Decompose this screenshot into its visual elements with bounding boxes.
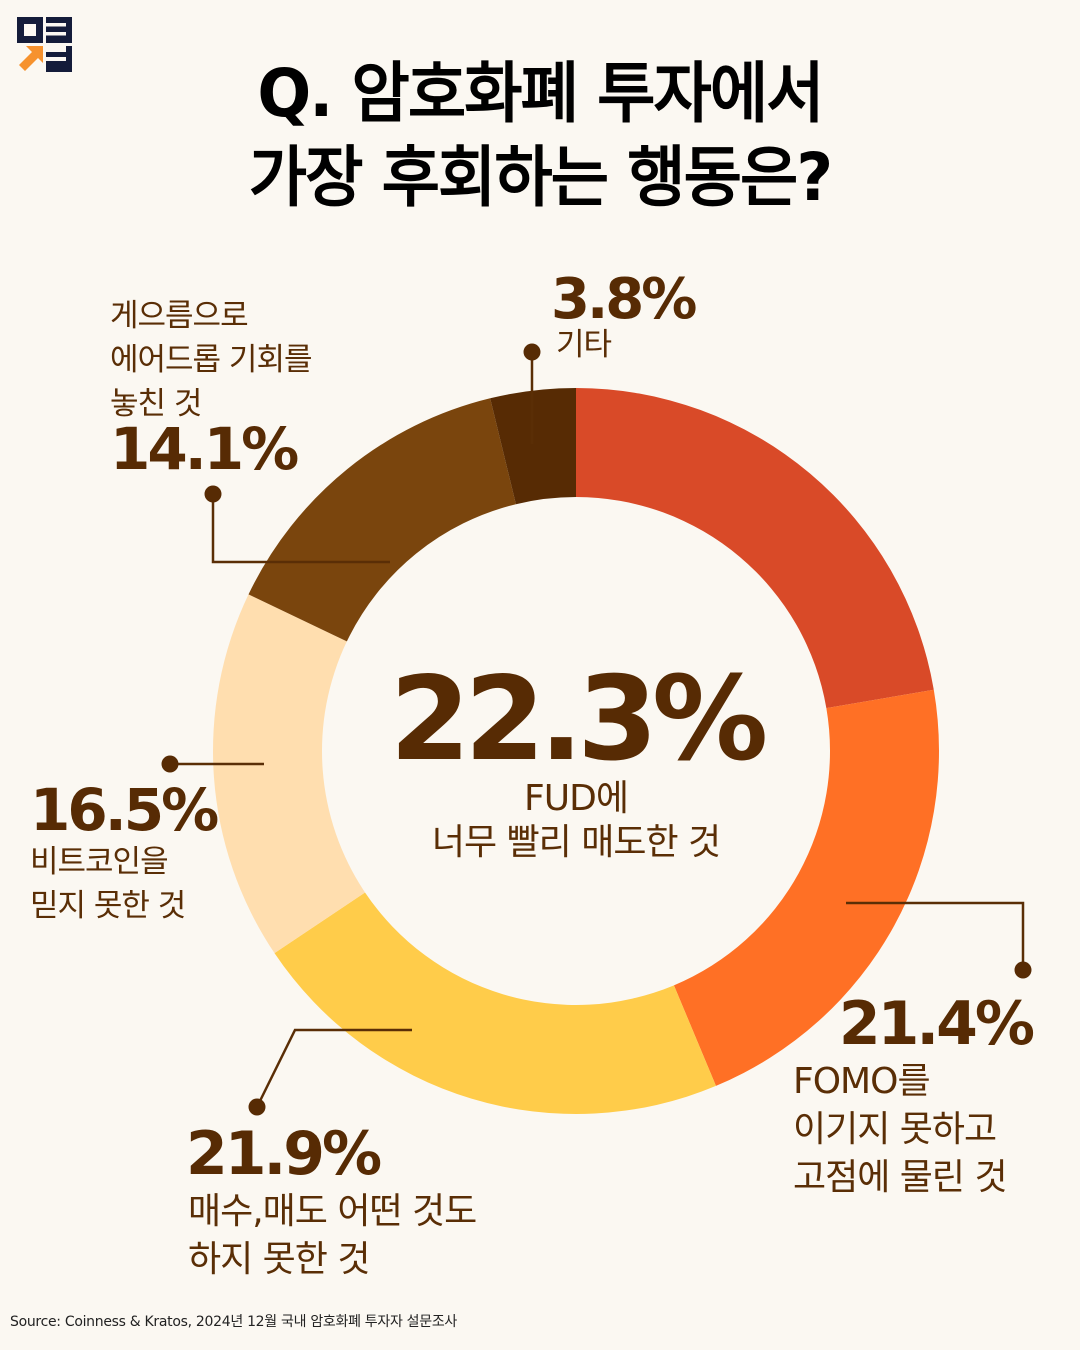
airdrop-label-line-2: 에어드롭 기회를 [110,342,312,378]
donut-slice [490,388,576,505]
airdrop-value: 14.1% [110,415,299,483]
leader-lines [170,352,1025,1108]
inaction-label: 매수,매도 어떤 것도 하지 못한 것 [188,1188,477,1284]
airdrop-label-line-3: 놓친 것 [110,386,202,422]
bitcoin-value: 16.5% [30,776,219,844]
donut-slice [212,594,366,954]
bitcoin-label: 비트코인을 믿지 못한 것 [30,840,186,928]
leader-fomo [846,901,1025,970]
brand-logo [17,17,72,72]
other-value: 3.8% [551,267,697,332]
leader-dots [161,343,1032,1116]
other-label: 기타 [556,327,612,363]
donut-slice [274,892,716,1114]
bitcoin-label-line-1: 비트코인을 [30,844,169,880]
leader-dot-other [523,343,541,361]
highlight-label-line-1: FUD에 [524,778,629,819]
highlight-label-line-2: 너무 빨리 매도한 것 [431,822,721,863]
fomo-label-line-1: FOMO를 [793,1061,931,1102]
fomo-label: FOMO를 이기지 못하고 고점에 물린 것 [793,1058,1008,1202]
donut-slice [673,689,939,1086]
highlight-label: FUD에 너무 빨리 매도한 것 [326,777,826,865]
fomo-label-line-2: 이기지 못하고 [793,1109,997,1150]
fomo-value: 21.4% [838,989,1035,1059]
leader-inaction [255,1028,412,1108]
inaction-label-line-2: 하지 못한 것 [188,1239,371,1280]
fomo-label-line-3: 고점에 물린 것 [793,1157,1008,1198]
airdrop-label-line-1: 게으름으로 [110,298,249,334]
donut-slices [212,388,939,1114]
donut-slice [576,388,934,709]
highlight-value: 22.3% [389,652,768,787]
leader-airdrop [211,494,390,564]
source-note: Source: Coinness & Kratos, 2024년 12월 국내 … [10,1314,458,1330]
airdrop-label: 게으름으로 에어드롭 기회를 놓친 것 [110,294,312,426]
leader-dot-bitcoin [161,755,179,773]
inaction-value: 21.9% [186,1119,382,1189]
page-title: Q. 암호화폐 투자에서 가장 후회하는 행동은? [22,52,1059,220]
bitcoin-label-line-2: 믿지 못한 것 [30,888,186,924]
title-line-1: Q. 암호화폐 투자에서 [257,55,824,132]
leader-dot-inaction [248,1098,266,1116]
donut-slice [248,398,516,642]
title-line-2: 가장 후회하는 행동은? [248,139,833,216]
leader-dot-fomo [1014,961,1032,979]
inaction-label-line-1: 매수,매도 어떤 것도 [188,1191,477,1232]
leader-dot-airdrop [204,485,222,503]
